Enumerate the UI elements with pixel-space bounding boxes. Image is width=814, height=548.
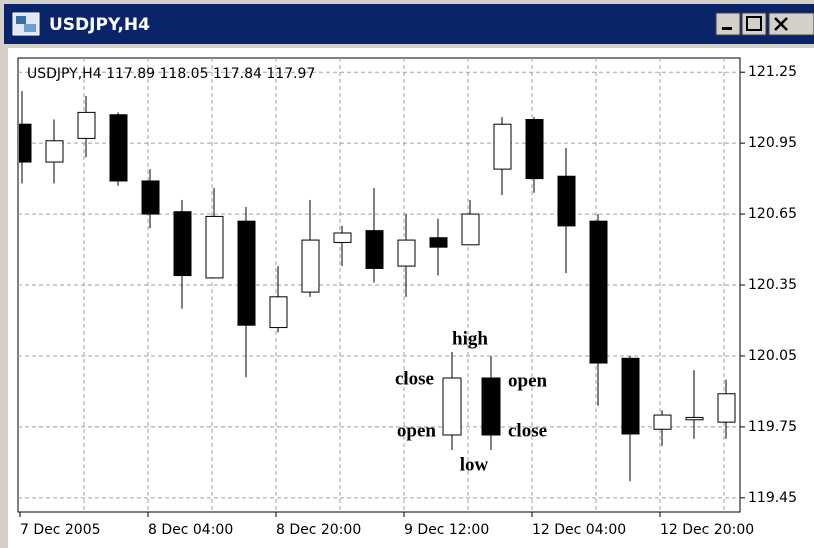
candle-body (237, 220, 256, 326)
candle-body (333, 232, 352, 243)
candle-body (621, 357, 640, 435)
y-tick-label: 119.75 (748, 419, 797, 435)
candle-body (365, 230, 384, 269)
y-tick-label: 120.05 (748, 348, 797, 364)
candle-body (685, 416, 704, 421)
annotation: open (397, 420, 437, 441)
title-bar (4, 4, 814, 44)
candle-body (205, 215, 224, 279)
candle-body (557, 175, 576, 227)
y-tick-label: 120.35 (748, 277, 797, 293)
annotation: close (508, 420, 547, 441)
candle-body (429, 237, 448, 248)
y-tick-label: 120.95 (748, 135, 797, 151)
candle-body (653, 414, 672, 430)
example-candles (442, 352, 501, 450)
candle-body (173, 211, 192, 277)
candle-body (461, 213, 480, 246)
y-tick-label: 119.45 (748, 490, 797, 506)
y-tick-label: 120.65 (748, 206, 797, 222)
candle-body (77, 111, 96, 139)
candles (19, 91, 736, 482)
candle-body (717, 393, 736, 423)
symbol-info: USDJPY,H4 117.89 118.05 117.84 117.97 (27, 66, 315, 82)
annotation: close (395, 368, 434, 389)
x-tick-label: 12 Dec 20:00 (660, 522, 754, 538)
x-tick-label: 8 Dec 04:00 (148, 522, 233, 538)
grid (18, 58, 740, 512)
x-tick-label: 12 Dec 04:00 (532, 522, 626, 538)
annotation: open (508, 370, 548, 391)
candle-body (19, 123, 32, 163)
candle-body (301, 239, 320, 293)
candle-body (589, 220, 608, 364)
x-tick-label: 8 Dec 20:00 (276, 522, 361, 538)
candle-body (493, 123, 512, 170)
maximize-button[interactable] (741, 12, 767, 36)
candle-body (525, 118, 544, 180)
candle-body (45, 140, 64, 163)
y-tick-label: 121.25 (748, 64, 797, 80)
candle-body (397, 239, 416, 267)
annotation: low (460, 454, 489, 475)
window-title: USDJPY,H4 (49, 15, 150, 35)
close-button[interactable] (768, 12, 814, 36)
window-icon (12, 12, 40, 36)
annotation: high (452, 328, 488, 349)
x-tick-label: 9 Dec 12:00 (404, 522, 489, 538)
candle-body (109, 114, 128, 182)
candle-body (141, 180, 160, 215)
minimize-button[interactable] (715, 12, 741, 36)
candle-body (269, 296, 288, 329)
x-tick-label: 7 Dec 2005 (20, 522, 101, 538)
